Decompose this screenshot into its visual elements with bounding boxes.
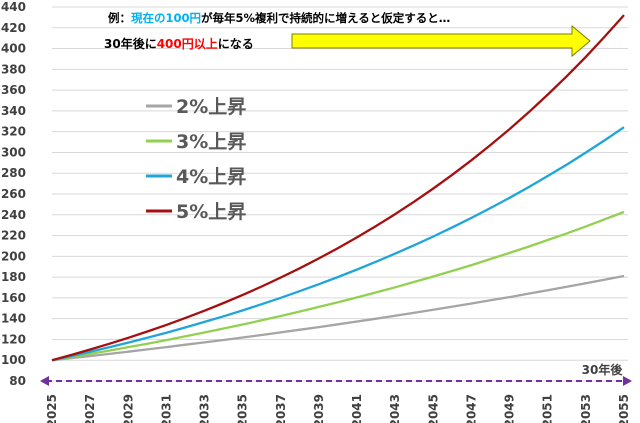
x-tick-label: 2053 bbox=[579, 394, 593, 423]
y-tick-label: 260 bbox=[1, 187, 26, 201]
span-arrow-right-head bbox=[623, 376, 632, 386]
annotation-line1-prefix: 例： bbox=[108, 11, 131, 25]
y-tick-label: 320 bbox=[1, 125, 26, 139]
x-tick-label: 2043 bbox=[388, 394, 402, 423]
x-tick-label: 2029 bbox=[121, 394, 135, 423]
y-tick-label: 180 bbox=[1, 270, 26, 284]
annotation-line2-suffix: になる bbox=[218, 37, 254, 51]
annotation-line1-highlight: 現在の100円 bbox=[131, 11, 201, 25]
y-tick-label: 400 bbox=[1, 42, 26, 56]
legend-label: 2%上昇 bbox=[176, 96, 246, 118]
y-tick-label: 140 bbox=[1, 312, 26, 326]
x-tick-label: 2041 bbox=[350, 394, 364, 423]
legend-label: 3%上昇 bbox=[176, 131, 246, 153]
x-tick-label: 2045 bbox=[426, 394, 440, 423]
x-tick-label: 2039 bbox=[312, 394, 326, 423]
x-tick-label: 2047 bbox=[464, 394, 478, 423]
annotation: 例：現在の100円が毎年5%複利で持続的に増えると仮定すると… 30年後に400… bbox=[104, 11, 591, 58]
legend: 2%上昇 3%上昇 4%上昇 5%上昇 bbox=[146, 96, 246, 223]
series-line bbox=[51, 14, 625, 362]
y-tick-label: 440 bbox=[1, 0, 26, 14]
y-tick-label: 340 bbox=[1, 104, 26, 118]
annotation-line2-prefix: 30年後に bbox=[104, 36, 157, 51]
x-tick-label: 2055 bbox=[617, 394, 631, 423]
legend-label: 5%上昇 bbox=[176, 201, 246, 223]
y-tick-label: 280 bbox=[1, 166, 26, 180]
series-line bbox=[51, 126, 625, 362]
x-tick-label: 2033 bbox=[198, 394, 212, 423]
x-tick-label: 2025 bbox=[45, 394, 59, 423]
annotation-line2: 30年後に400円以上になる bbox=[104, 36, 254, 51]
legend-label: 4%上昇 bbox=[176, 166, 246, 188]
series-line bbox=[51, 210, 625, 362]
x-tick-label: 2031 bbox=[159, 394, 173, 423]
span-arrow-left-head bbox=[40, 376, 49, 386]
y-tick-label: 160 bbox=[1, 291, 26, 305]
y-tick-label: 80 bbox=[9, 374, 26, 388]
y-tick-label: 200 bbox=[1, 249, 26, 263]
y-tick-label: 220 bbox=[1, 229, 26, 243]
annotation-line1: 例：現在の100円が毎年5%複利で持続的に増えると仮定すると… bbox=[108, 11, 450, 25]
x-tick-label: 2035 bbox=[236, 394, 250, 423]
y-tick-label: 300 bbox=[1, 145, 26, 159]
series-line bbox=[51, 274, 625, 362]
y-tick-label: 420 bbox=[1, 21, 26, 35]
y-tick-label: 380 bbox=[1, 62, 26, 76]
span-label: 30年後 bbox=[582, 362, 624, 377]
y-tick-label: 120 bbox=[1, 332, 26, 346]
span-arrow: 30年後 bbox=[40, 362, 632, 386]
series-lines bbox=[51, 14, 625, 362]
x-tick-label: 2049 bbox=[503, 394, 517, 423]
x-axis-ticks: 2025 2027 2029 2031 2033 2035 2037 2039 2041 2043… bbox=[45, 394, 631, 423]
y-tick-label: 360 bbox=[1, 83, 26, 97]
y-tick-label: 100 bbox=[1, 353, 26, 367]
x-tick-label: 2037 bbox=[274, 394, 288, 423]
y-tick-label: 240 bbox=[1, 208, 26, 222]
x-tick-label: 2027 bbox=[83, 394, 97, 423]
x-tick-label: 2051 bbox=[541, 394, 555, 423]
annotation-line1-suffix: が毎年5%複利で持続的に増えると仮定すると… bbox=[201, 11, 450, 25]
gridlines bbox=[52, 6, 628, 382]
y-axis-ticks: 80 100 120 140 160 180 200 220 240 260 280 300 320 34… bbox=[1, 0, 26, 388]
yellow-arrow bbox=[291, 24, 591, 58]
annotation-line2-highlight: 400円以上 bbox=[157, 36, 218, 51]
